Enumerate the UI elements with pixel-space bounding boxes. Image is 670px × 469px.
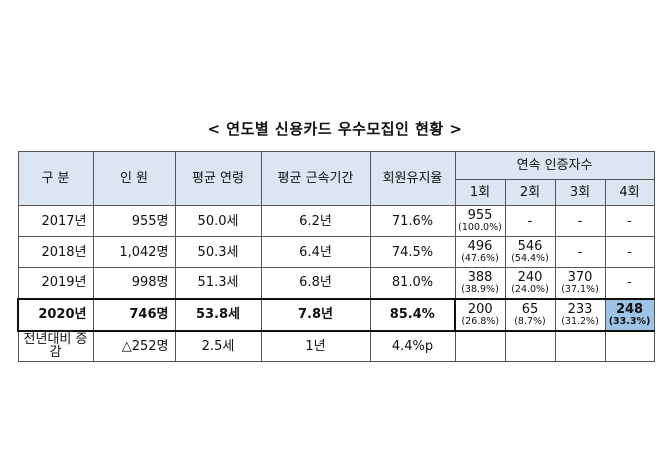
row-change-empty [604, 330, 655, 362]
row-cert-1: 496 (47.6%) [454, 236, 506, 268]
row-cert-1: 200 (26.8%) [454, 297, 506, 332]
row-tenure: 6.8년 [260, 267, 371, 299]
row-cert-2: 65 (8.7%) [504, 297, 556, 332]
header-avg-tenure: 평균 근속기간 [260, 151, 371, 206]
row-age: 51.3세 [174, 267, 262, 299]
row-retention: 85.4% [369, 297, 456, 332]
row-cert-4: - [604, 205, 655, 237]
header-avg-age: 평균 연령 [174, 151, 262, 206]
row-change-empty [554, 330, 606, 362]
row-change-retention: 4.4%p [369, 330, 456, 362]
row-change-empty [504, 330, 556, 362]
row-people: 998명 [92, 267, 176, 299]
row-retention: 74.5% [369, 236, 456, 268]
row-retention: 71.6% [369, 205, 456, 237]
header-consecutive: 연속 인증자수 [454, 151, 655, 180]
row-year: 2017년 [17, 205, 94, 237]
header-sub-2: 2회 [504, 179, 556, 206]
row-cert-4-highlight: 248 (33.3%) [604, 297, 655, 332]
row-change-age: 2.5세 [174, 330, 262, 362]
row-change-people: △252명 [92, 330, 176, 362]
header-sub-1: 1회 [454, 179, 506, 206]
row-cert-3: 233 (31.2%) [554, 297, 606, 332]
row-year: 2019년 [17, 267, 94, 299]
row-cert-2: 240 (24.0%) [504, 267, 556, 299]
row-age: 50.3세 [174, 236, 262, 268]
header-people: 인 원 [92, 151, 176, 206]
recruiter-status-table: 구 분 인 원 평균 연령 평균 근속기간 회원유지율 연속 인증자수 1회 2… [17, 151, 655, 362]
row-year: 2020년 [17, 297, 94, 332]
table-row-change: 전년대비 증감 △252명 2.5세 1년 4.4%p [17, 330, 655, 362]
row-tenure: 7.8년 [260, 297, 371, 332]
row-cert-3: 370 (37.1%) [554, 267, 606, 299]
row-cert-2: - [504, 205, 556, 237]
row-change-label: 전년대비 증감 [17, 330, 94, 362]
row-age: 53.8세 [174, 297, 262, 332]
table-title: < 연도별 신용카드 우수모집인 현황 > [207, 120, 463, 138]
row-cert-1: 955 (100.0%) [454, 205, 506, 237]
table-row-highlight: 2020년 746명 53.8세 7.8년 85.4% 200 (26.8%) 6… [17, 297, 655, 332]
row-cert-4: - [604, 267, 655, 299]
row-year: 2018년 [17, 236, 94, 268]
row-retention: 81.0% [369, 267, 456, 299]
table-row: 2019년 998명 51.3세 6.8년 81.0% 388 (38.9%) 2… [17, 267, 655, 299]
row-people: 955명 [92, 205, 176, 237]
row-people: 746명 [92, 297, 176, 332]
header-sub-4: 4회 [604, 179, 655, 206]
row-cert-2: 546 (54.4%) [504, 236, 556, 268]
row-change-empty [454, 330, 506, 362]
row-change-tenure: 1년 [260, 330, 371, 362]
header-retention: 회원유지율 [369, 151, 456, 206]
row-people: 1,042명 [92, 236, 176, 268]
row-tenure: 6.2년 [260, 205, 371, 237]
row-age: 50.0세 [174, 205, 262, 237]
table-row: 2017년 955명 50.0세 6.2년 71.6% 955 (100.0%) … [17, 205, 655, 237]
row-cert-3: - [554, 205, 606, 237]
row-cert-1: 388 (38.9%) [454, 267, 506, 299]
header-category: 구 분 [17, 151, 94, 206]
row-cert-4: - [604, 236, 655, 268]
header-sub-3: 3회 [554, 179, 606, 206]
row-tenure: 6.4년 [260, 236, 371, 268]
table-row: 2018년 1,042명 50.3세 6.4년 74.5% 496 (47.6%)… [17, 236, 655, 268]
row-cert-3: - [554, 236, 606, 268]
